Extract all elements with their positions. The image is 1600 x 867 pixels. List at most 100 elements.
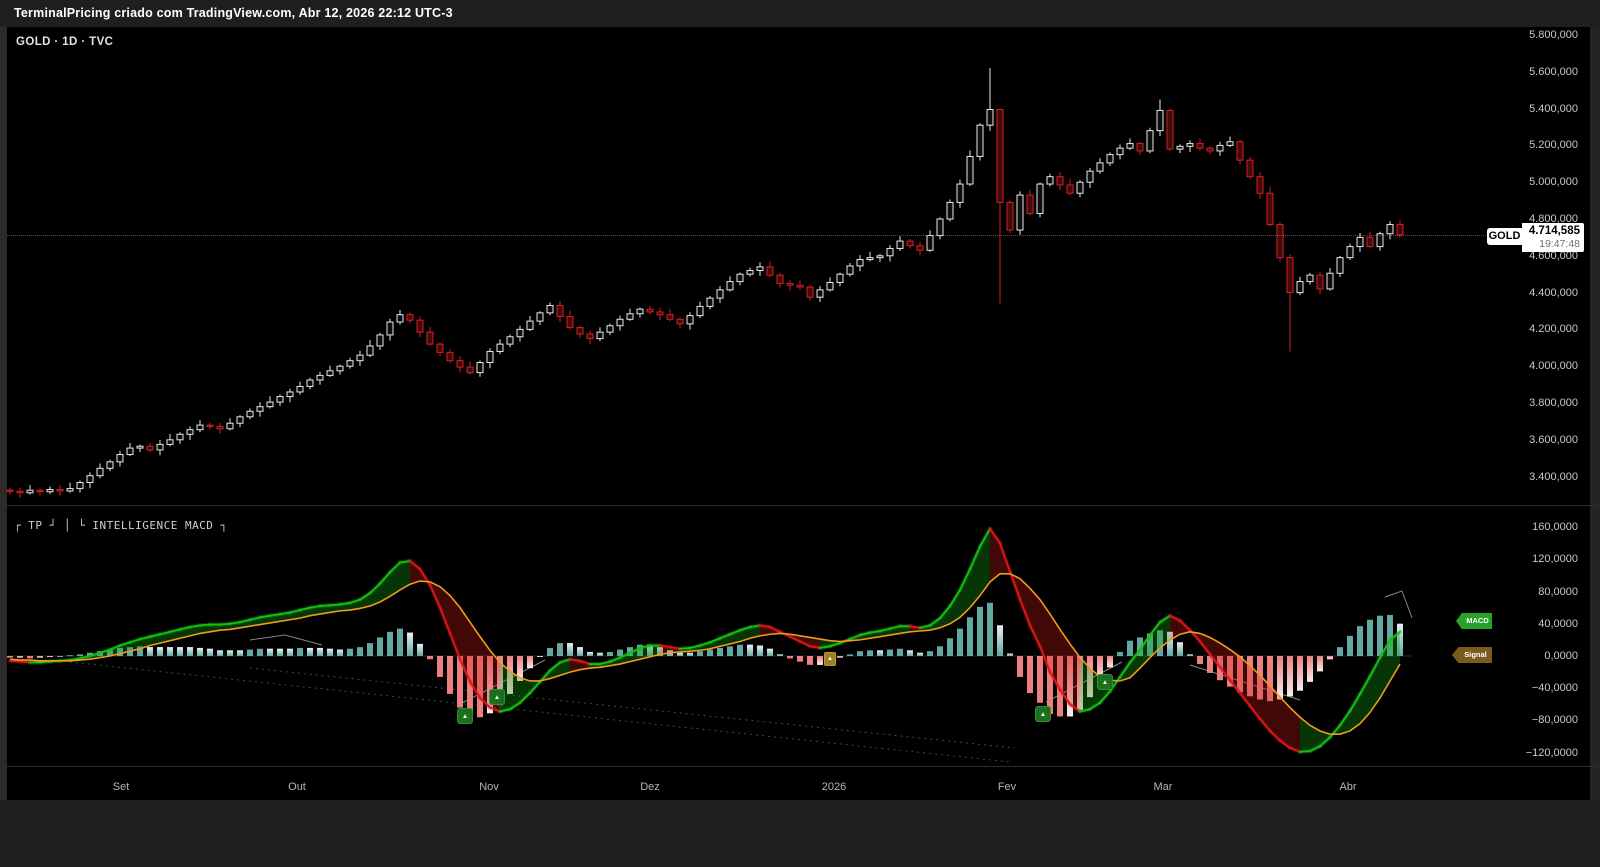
candle-body — [706, 297, 714, 307]
candle-body — [516, 328, 524, 338]
candle-body — [166, 439, 174, 445]
neutral-signal-badge[interactable]: ▲ — [824, 652, 836, 666]
candle-body — [1006, 201, 1014, 231]
macd-tick-label: 40,0000 — [1538, 617, 1578, 630]
macd-bar — [1117, 651, 1123, 656]
macd-indicator-legend[interactable]: ┌ TP ┘ │ └ INTELLIGENCE MACD ┐ — [14, 519, 228, 532]
macd-tick-label: 120,0000 — [1532, 553, 1578, 566]
pane-divider-price-macd[interactable] — [0, 505, 1600, 506]
candle-body — [606, 325, 614, 333]
macd-bar — [437, 656, 443, 677]
macd-bar — [617, 649, 623, 656]
candle-body — [286, 391, 294, 398]
candle-body — [116, 454, 124, 463]
macd-bar — [957, 628, 963, 656]
buy-signal-badge[interactable]: ▲ — [1097, 674, 1113, 690]
macd-bar — [1347, 635, 1353, 656]
candle-body — [436, 343, 444, 353]
candle-body — [96, 467, 104, 477]
candle-body — [496, 343, 504, 352]
buy-signal-badge[interactable]: ▲ — [457, 708, 473, 724]
candle-body — [796, 284, 804, 288]
left-edge-strip — [0, 27, 7, 800]
last-price-value: 4.714,585 — [1528, 225, 1580, 237]
time-tick-label: Out — [288, 781, 306, 793]
candle-body — [666, 314, 674, 320]
candle-body — [886, 247, 894, 257]
title-bar-text: TerminalPricing criado com TradingView.c… — [14, 6, 453, 20]
candle-body — [1176, 145, 1184, 150]
time-tick-label: Nov — [479, 781, 499, 793]
macd-bar — [927, 651, 933, 656]
candle-body — [26, 489, 34, 494]
macd-bar — [1257, 656, 1263, 700]
candle-body — [446, 351, 454, 362]
candle-body — [236, 416, 244, 424]
candle-body — [646, 308, 654, 313]
macd-bar — [937, 646, 943, 656]
buy-signal-badge[interactable]: ▲ — [489, 689, 505, 705]
candle-body — [366, 345, 374, 356]
candlestick-series[interactable] — [6, 68, 1404, 498]
candle-body — [676, 318, 684, 325]
macd-bar — [447, 656, 453, 694]
macd-bar — [297, 647, 303, 656]
price-tick-label: 5.800,000 — [1529, 29, 1578, 41]
candle-body — [386, 321, 394, 336]
candle-body — [926, 235, 934, 251]
price-tick-label: 5.600,000 — [1529, 65, 1578, 78]
macd-bar — [1017, 656, 1023, 677]
candle-body — [686, 315, 694, 325]
macd-bar — [1127, 640, 1133, 656]
macd-tick-label: 160,0000 — [1532, 521, 1578, 534]
candle-body — [1286, 257, 1294, 294]
candle-body — [266, 401, 274, 408]
candle-body — [1386, 224, 1394, 235]
macd-bar — [557, 643, 563, 656]
macd-bar — [257, 648, 263, 656]
candle-body — [1096, 162, 1104, 172]
candle-body — [656, 311, 664, 316]
price-tick-label: 4.600,000 — [1529, 249, 1578, 262]
macd-bar — [717, 647, 723, 656]
candle-body — [1166, 109, 1174, 150]
signal-line-tag: Signal — [1452, 647, 1492, 663]
candle-body — [66, 488, 74, 492]
macd-bar — [357, 647, 363, 656]
candle-body — [176, 433, 184, 441]
macd-bar — [897, 648, 903, 656]
candle-body — [536, 312, 544, 322]
chart-region[interactable] — [0, 27, 1600, 800]
candle-body — [1186, 143, 1194, 147]
macd-bar — [427, 656, 433, 660]
macd-bar — [1267, 656, 1273, 702]
candle-body — [216, 426, 224, 430]
candle-body — [126, 447, 134, 456]
macd-bar — [1367, 619, 1373, 656]
buy-signal-badge[interactable]: ▲ — [1035, 706, 1051, 722]
candle-body — [586, 333, 594, 340]
candle-body — [476, 362, 484, 374]
macd-bar — [457, 656, 463, 708]
macd-bar — [1387, 614, 1393, 656]
candle-body — [1056, 176, 1064, 186]
macd-bar — [887, 649, 893, 656]
candle-body — [576, 327, 584, 335]
macd-bar — [1037, 656, 1043, 703]
symbol-legend[interactable]: GOLD · 1D · TVC — [16, 36, 114, 48]
macd-bar — [57, 656, 63, 657]
macd-bar — [1337, 647, 1343, 656]
macd-histogram — [7, 602, 1403, 718]
candle-body — [946, 201, 954, 220]
macd-bar — [1197, 656, 1203, 665]
candle-body — [1396, 224, 1404, 236]
chart-canvas[interactable] — [0, 0, 1600, 800]
candle-body — [866, 257, 874, 260]
candle-body — [1126, 143, 1134, 149]
candle-body — [876, 255, 884, 259]
candle-body — [836, 273, 844, 283]
candle-body — [976, 124, 984, 157]
candle-body — [1366, 236, 1374, 248]
candle-body — [786, 282, 794, 286]
